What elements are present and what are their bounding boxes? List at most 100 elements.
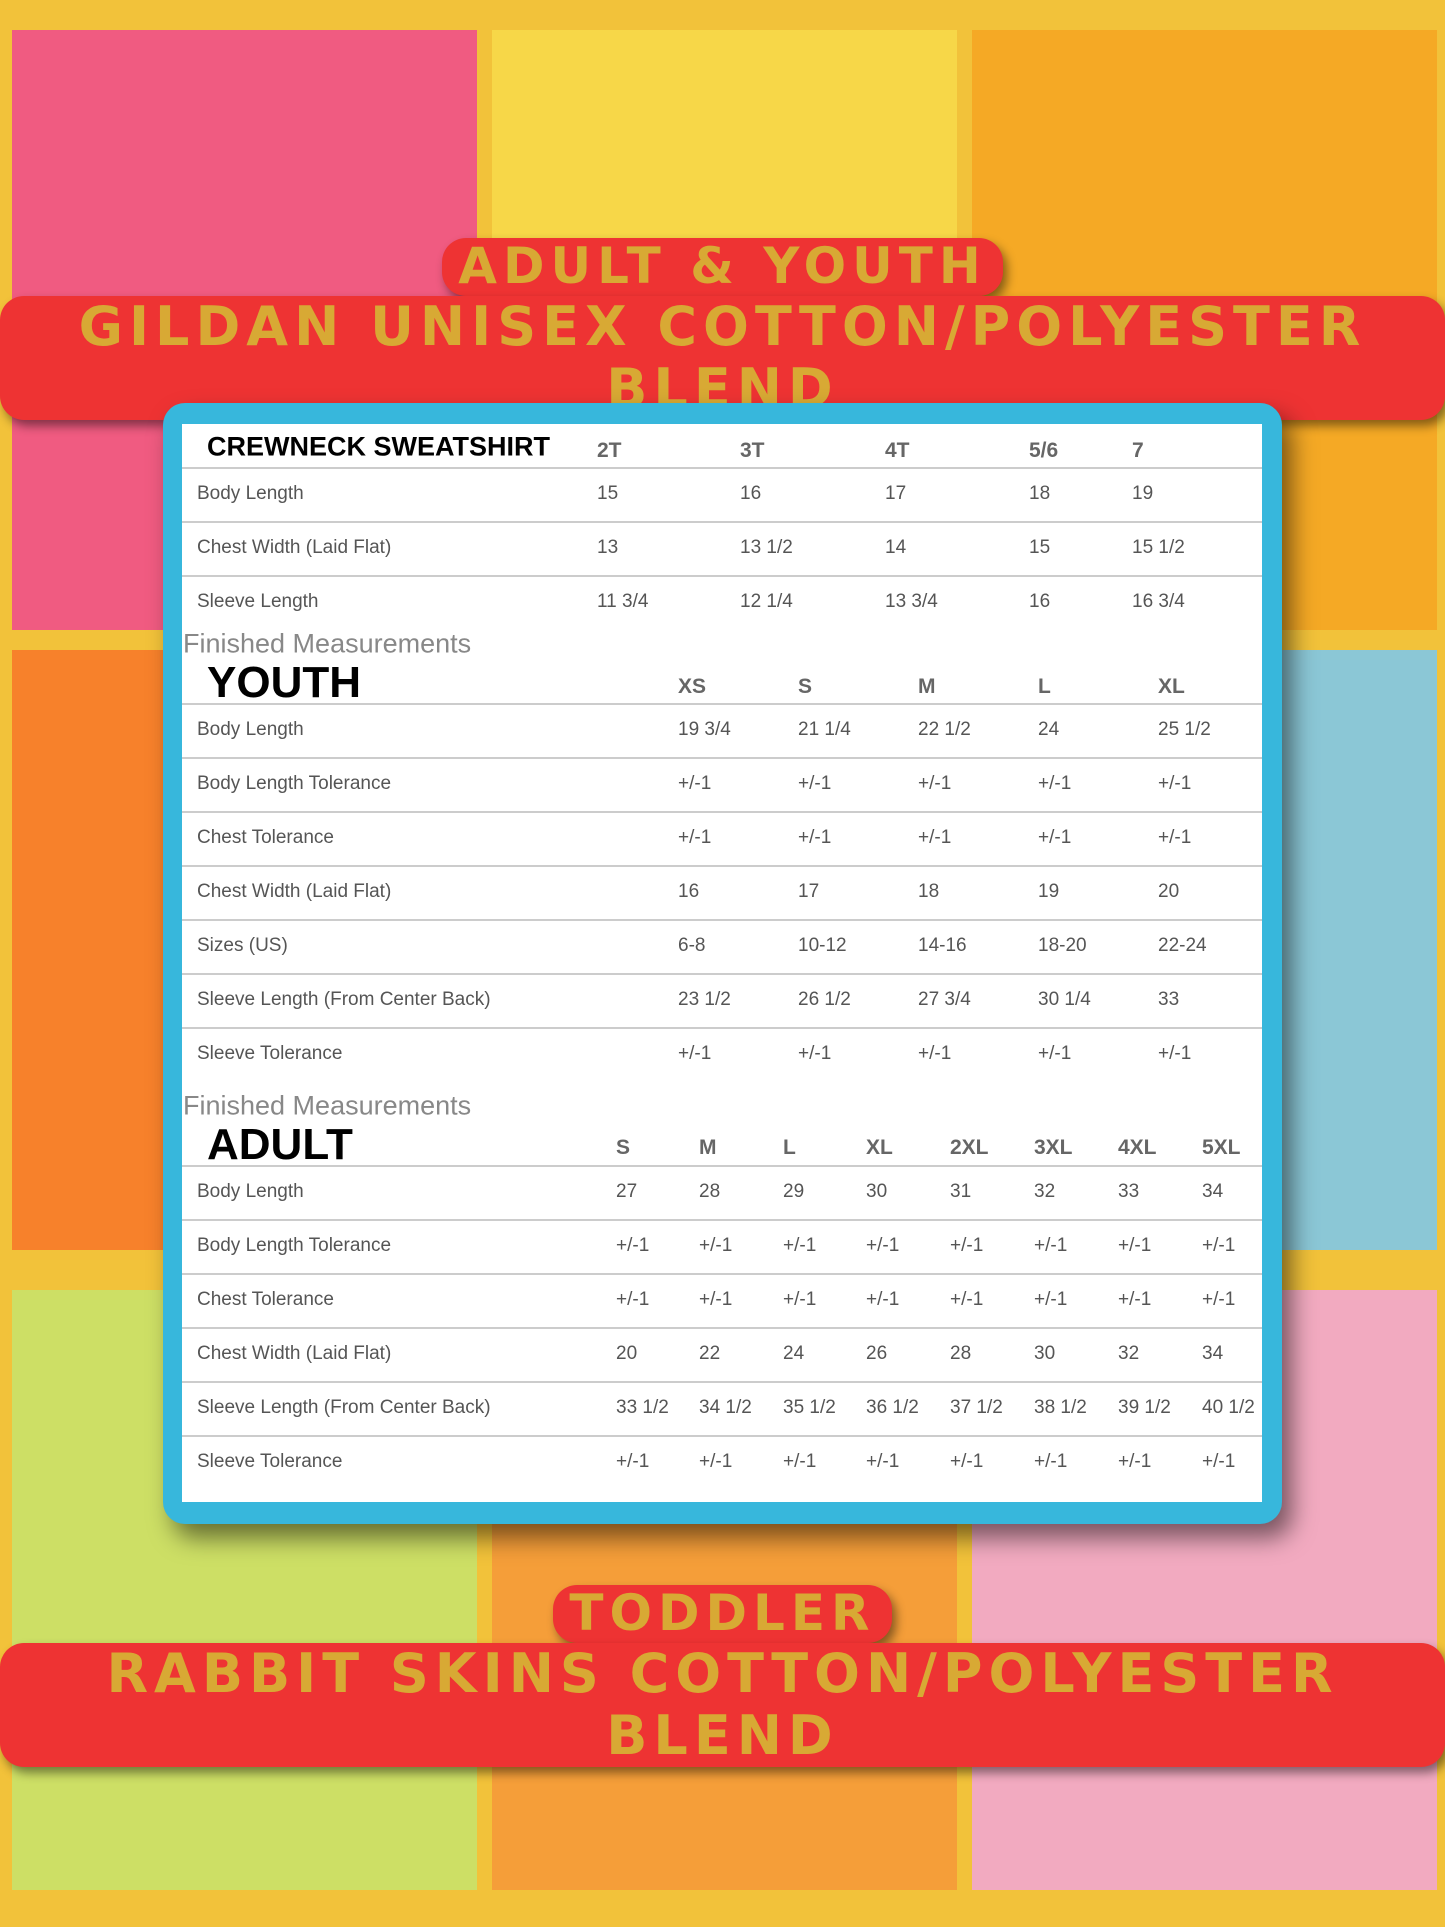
youth-cell: 19 3/4 <box>678 719 731 740</box>
youth-row-label: Sizes (US) <box>197 935 288 956</box>
adult-cell: 29 <box>783 1181 805 1202</box>
adult-cell: +/-1 <box>950 1235 984 1256</box>
youth-row-label: Sleeve Tolerance <box>197 1043 343 1064</box>
row-divider <box>182 703 1262 705</box>
section-caption: Finished Measurements <box>183 628 472 659</box>
youth-cell: +/-1 <box>918 827 952 848</box>
crewneck-cell: 14 <box>885 537 907 558</box>
youth-cell: +/-1 <box>678 1043 712 1064</box>
adult-cell: +/-1 <box>699 1235 733 1256</box>
row-divider <box>182 757 1262 759</box>
crewneck-row-label: Sleeve Length <box>197 591 319 612</box>
size-chart-sheet <box>182 424 1262 1502</box>
adult-cell: 36 1/2 <box>866 1397 919 1418</box>
crewneck-cell: 15 1/2 <box>1132 537 1185 558</box>
adult-cell: 28 <box>699 1181 721 1202</box>
adult-row-label: Sleeve Length (From Center Back) <box>197 1397 491 1418</box>
row-divider <box>182 1273 1262 1275</box>
youth-cell: +/-1 <box>798 773 832 794</box>
crewneck-cell: 17 <box>885 483 907 504</box>
adult-cell: +/-1 <box>950 1451 984 1472</box>
crewneck-cell: 13 3/4 <box>885 591 938 612</box>
adult-cell: 30 <box>866 1181 888 1202</box>
adult-cell: 37 1/2 <box>950 1397 1003 1418</box>
youth-cell: +/-1 <box>918 1043 952 1064</box>
adult-cell: +/-1 <box>1118 1235 1152 1256</box>
youth-cell: 18-20 <box>1038 935 1087 956</box>
adult-cell: +/-1 <box>616 1289 650 1310</box>
adult-cell: +/-1 <box>783 1451 817 1472</box>
crewneck-cell: 19 <box>1132 483 1154 504</box>
youth-cell: +/-1 <box>1158 1043 1192 1064</box>
crewneck-cell: 13 <box>597 537 619 558</box>
adult-cell: +/-1 <box>1118 1289 1152 1310</box>
adult-cell: +/-1 <box>699 1289 733 1310</box>
crewneck-size-header: 2T <box>597 439 622 462</box>
row-divider <box>182 1027 1262 1029</box>
youth-cell: 16 <box>678 881 700 902</box>
adult-cell: +/-1 <box>1034 1235 1068 1256</box>
youth-cell: 26 1/2 <box>798 989 851 1010</box>
youth-cell: +/-1 <box>678 827 712 848</box>
adult-cell: 22 <box>699 1343 721 1364</box>
adult-cell: +/-1 <box>950 1289 984 1310</box>
adult-cell: 32 <box>1118 1343 1140 1364</box>
adult-row-label: Body Length Tolerance <box>197 1235 392 1256</box>
crewneck-row-label: Body Length <box>197 483 304 504</box>
youth-cell: +/-1 <box>1038 827 1072 848</box>
adult-cell: +/-1 <box>1202 1451 1236 1472</box>
row-divider <box>182 467 1262 469</box>
adult-size-header: 5XL <box>1202 1136 1241 1159</box>
adult-cell: 34 <box>1202 1343 1224 1364</box>
crewneck-cell: 16 3/4 <box>1132 591 1185 612</box>
crewneck-size-header: 4T <box>885 439 910 462</box>
adult-cell: +/-1 <box>783 1235 817 1256</box>
adult-cell: 34 <box>1202 1181 1224 1202</box>
row-divider <box>182 1381 1262 1383</box>
crewneck-size-header: 5/6 <box>1029 439 1059 462</box>
adult-title: ADULT <box>207 1120 353 1169</box>
adult-cell: 39 1/2 <box>1118 1397 1171 1418</box>
adult-cell: 40 1/2 <box>1202 1397 1255 1418</box>
youth-size-header: XS <box>678 675 707 698</box>
row-divider <box>182 919 1262 921</box>
youth-cell: +/-1 <box>918 773 952 794</box>
youth-cell: +/-1 <box>1038 773 1072 794</box>
youth-cell: 10-12 <box>798 935 847 956</box>
youth-cell: 6-8 <box>678 935 706 956</box>
adult-cell: +/-1 <box>866 1235 900 1256</box>
youth-cell: 22-24 <box>1158 935 1207 956</box>
youth-cell: 23 1/2 <box>678 989 731 1010</box>
adult-size-header: M <box>699 1136 717 1159</box>
youth-cell: 20 <box>1158 881 1180 902</box>
adult-cell: +/-1 <box>1034 1451 1068 1472</box>
youth-cell: 27 3/4 <box>918 989 971 1010</box>
youth-cell: +/-1 <box>1038 1043 1072 1064</box>
youth-cell: 24 <box>1038 719 1060 740</box>
adult-size-header: L <box>783 1136 796 1159</box>
crewneck-title: CREWNECK SWEATSHIRT <box>207 431 550 462</box>
youth-size-header: S <box>798 675 813 698</box>
youth-size-header: L <box>1038 675 1051 698</box>
adult-row-label: Chest Tolerance <box>197 1289 334 1310</box>
row-divider <box>182 1327 1262 1329</box>
adult-cell: 31 <box>950 1181 972 1202</box>
row-divider <box>182 521 1262 523</box>
adult-cell: 27 <box>616 1181 638 1202</box>
row-divider <box>182 1435 1262 1437</box>
adult-cell: 33 1/2 <box>616 1397 669 1418</box>
youth-cell: 18 <box>918 881 940 902</box>
youth-cell: 17 <box>798 881 820 902</box>
adult-row-label: Chest Width (Laid Flat) <box>197 1343 392 1364</box>
section-caption: Finished Measurements <box>183 1090 472 1121</box>
row-divider <box>182 865 1262 867</box>
adult-size-header: XL <box>866 1136 893 1159</box>
adult-cell: +/-1 <box>1118 1451 1152 1472</box>
adult-row-label: Sleeve Tolerance <box>197 1451 343 1472</box>
adult-cell: +/-1 <box>616 1451 650 1472</box>
youth-cell: +/-1 <box>1158 827 1192 848</box>
youth-size-header: XL <box>1158 675 1185 698</box>
crewneck-cell: 15 <box>1029 537 1051 558</box>
crewneck-cell: 18 <box>1029 483 1051 504</box>
adult-cell: 38 1/2 <box>1034 1397 1087 1418</box>
